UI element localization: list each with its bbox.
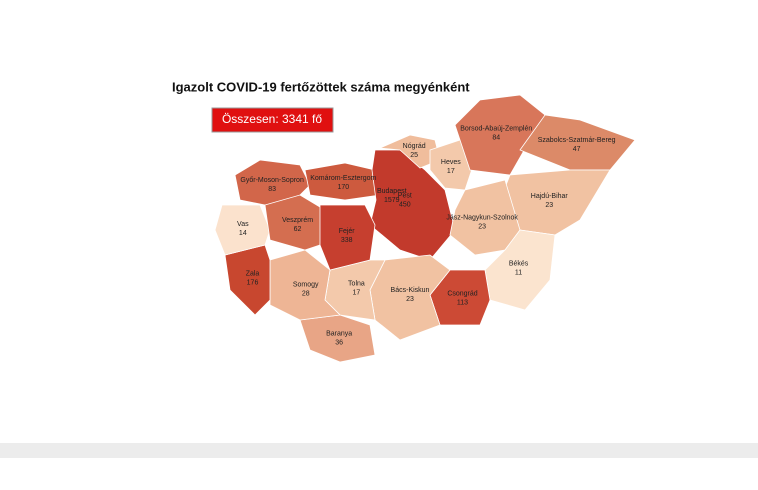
county-name: Szabolcs-Szatmár-Bereg <box>538 137 616 144</box>
county-value: 28 <box>302 290 310 297</box>
county-value: 17 <box>353 290 361 297</box>
county-name: Békés <box>509 261 529 268</box>
county-name: Bács-Kiskun <box>391 287 430 294</box>
county <box>319 204 376 271</box>
county-value: 62 <box>294 226 302 233</box>
county-value: 17 <box>447 168 455 175</box>
county-name: Veszprém <box>282 217 313 224</box>
county-name: Komárom-Esztergom <box>310 175 376 182</box>
county-value: 176 <box>247 279 259 286</box>
county-value: 1579 <box>384 197 400 204</box>
county-value: 36 <box>335 340 343 347</box>
county-name: Nógrád <box>403 143 426 150</box>
county-value: 23 <box>406 296 414 303</box>
county-name: Jász-Nagykun-Szolnok <box>446 214 518 221</box>
county-value: 25 <box>410 152 418 159</box>
county-name: Baranya <box>326 331 352 338</box>
map-title: Igazolt COVID-19 fertőzöttek száma megyé… <box>172 79 470 94</box>
county-name: Zala <box>246 270 260 277</box>
county-value: 113 <box>457 299 468 306</box>
county-value: 338 <box>341 237 353 244</box>
county-value: 84 <box>492 134 500 141</box>
county-value: 23 <box>478 223 486 230</box>
county <box>269 249 341 321</box>
county <box>299 314 376 363</box>
bottom-band <box>0 443 758 458</box>
county-name: Budapest <box>377 188 407 195</box>
county-name: Tolna <box>348 281 365 288</box>
county-value: 83 <box>268 186 276 193</box>
county-name: Heves <box>441 159 461 166</box>
county <box>449 179 521 256</box>
labels: Győr-Moson-Sopron 83 Komárom-Esztergom 170 B… <box>237 125 616 346</box>
county-value: 47 <box>573 146 581 153</box>
county-name: Vas <box>237 221 249 228</box>
county-name: Pest <box>398 192 412 199</box>
county-name: Somogy <box>293 281 319 288</box>
county-name: Borsod-Abaúj-Zemplén <box>460 125 532 132</box>
total-label: Összesen: 3341 fő <box>222 112 322 126</box>
county-name: Fejér <box>339 228 356 235</box>
total-box <box>211 107 334 133</box>
county-name: Hajdú-Bihar <box>531 193 569 200</box>
county-name: Győr-Moson-Sopron <box>240 177 304 184</box>
county-value: 11 <box>515 270 522 277</box>
county-value: 450 <box>399 201 411 208</box>
county <box>234 159 311 206</box>
counties <box>214 94 636 363</box>
county-name: Csongrád <box>447 290 477 297</box>
county <box>214 204 271 256</box>
county-value: 170 <box>337 184 349 191</box>
county-value: 14 <box>239 230 247 237</box>
county-value: 23 <box>545 202 553 209</box>
